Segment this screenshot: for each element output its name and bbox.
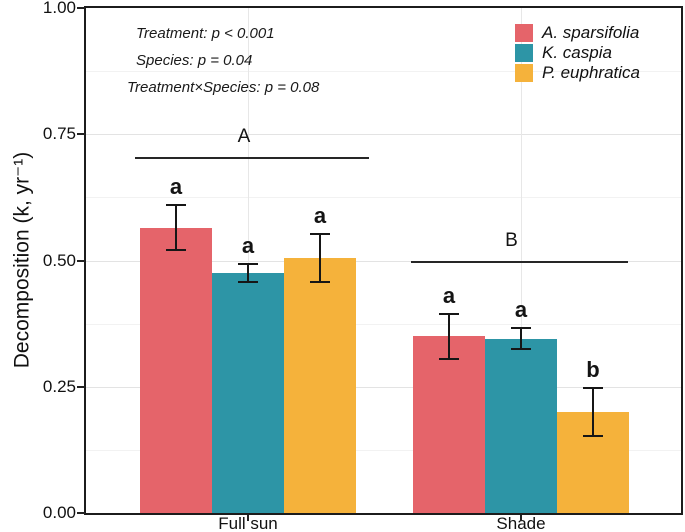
legend: A. sparsifolia K. caspia P. euphratica [515,23,640,83]
gridline-major [85,386,682,388]
x-axis-label-full-sun: Full sun [218,514,278,532]
sig-letter-shade-a-sparsifolia: a [442,282,456,308]
legend-label-a-sparsifolia: A. sparsifolia [542,23,640,42]
error-bar-line-shade-p-euphratica [592,388,594,436]
sig-letter-full-sun-p-euphratica: a [313,203,327,229]
sig-letter-full-sun-a-sparsifolia: a [169,173,183,199]
error-bar-cap-top-shade-k-caspia [511,327,531,330]
gridline-minor [85,71,682,73]
stats-annotation-line-1: Treatment: p < 0.001 [136,25,275,42]
error-bar-cap-top-shade-a-sparsifolia [439,312,459,315]
error-bar-cap-bottom-shade-p-euphratica [583,434,603,437]
x-axis-tick-full-sun [247,515,249,521]
y-axis-tick-0.00 [77,512,85,514]
gridline-major [85,260,682,262]
x-axis-tick-shade [520,515,522,521]
error-bar-cap-top-shade-p-euphratica [583,387,603,390]
bar-full-sun-p-euphratica [284,257,356,513]
group-significance-letter-shade: B [505,229,518,251]
error-bar-cap-bottom-full-sun-k-caspia [238,281,258,284]
error-bar-cap-top-full-sun-p-euphratica [310,233,330,236]
legend-label-k-caspia: K. caspia [542,43,612,62]
error-bar-cap-top-full-sun-k-caspia [238,263,258,266]
x-axis-label-shade: Shade [496,514,546,532]
error-bar-cap-bottom-shade-a-sparsifolia [439,357,459,360]
group-significance-letter-full-sun: A [237,125,251,147]
error-bar-line-shade-a-sparsifolia [448,313,450,359]
bar-shade-k-caspia [485,338,557,513]
stats-annotation-line-3: Treatment×Species: p = 0.08 [127,79,320,96]
error-bar-cap-bottom-shade-k-caspia [511,348,531,351]
gridline-vertical-full-sun [248,8,249,513]
gridline-minor [85,197,682,199]
bar-full-sun-a-sparsifolia [140,227,212,513]
sig-letter-shade-p-euphratica: b [586,357,600,383]
stats-annotations: Treatment: p < 0.001 Species: p = 0.04 Tre… [127,20,319,101]
legend-swatch-p-euphratica [515,63,533,82]
gridline-minor [85,323,682,325]
legend-item-p-euphratica: P. euphratica [515,63,640,82]
y-axis-tick-label-0.50: 0.50 [42,250,76,270]
error-bar-cap-top-full-sun-a-sparsifolia [166,203,186,206]
y-axis-tick-0.50 [77,259,85,262]
gridline-minor [85,449,682,451]
error-bar-line-shade-k-caspia [520,328,522,350]
legend-item-a-sparsifolia: A. sparsifolia [515,23,640,42]
y-axis-tick-label-1.00: 1.00 [42,0,76,17]
bar-full-sun-k-caspia [212,273,284,513]
y-axis-tick-0.75 [77,133,85,136]
plot-panel: Treatment: p < 0.001 Species: p = 0.04 Tre… [85,8,682,513]
y-axis-tick-0.25 [77,385,85,388]
error-bar-cap-bottom-full-sun-a-sparsifolia [166,249,186,252]
gridline-major [85,134,682,136]
legend-label-p-euphratica: P. euphratica [542,63,640,82]
sig-letter-shade-k-caspia: a [514,297,528,323]
sig-letter-full-sun-k-caspia: a [241,233,255,259]
stats-annotation-line-2: Species: p = 0.04 [136,52,253,69]
y-axis-tick-label-0.00: 0.00 [42,503,76,522]
group-significance-line-full-sun [135,156,369,159]
legend-swatch-a-sparsifolia [515,23,533,42]
y-axis-tick-1.00 [77,7,85,9]
legend-swatch-k-caspia [515,43,533,62]
y-axis-tick-label-0.75: 0.75 [42,124,76,144]
error-bar-line-full-sun-p-euphratica [319,234,321,282]
error-bar-cap-bottom-full-sun-p-euphratica [310,280,330,283]
error-bar-line-full-sun-k-caspia [247,264,249,283]
error-bar-line-full-sun-a-sparsifolia [175,204,177,251]
bar-shade-a-sparsifolia [413,336,485,513]
group-significance-line-shade [411,260,628,263]
legend-item-k-caspia: K. caspia [515,43,640,62]
y-axis-tick-label-0.25: 0.25 [42,376,76,396]
